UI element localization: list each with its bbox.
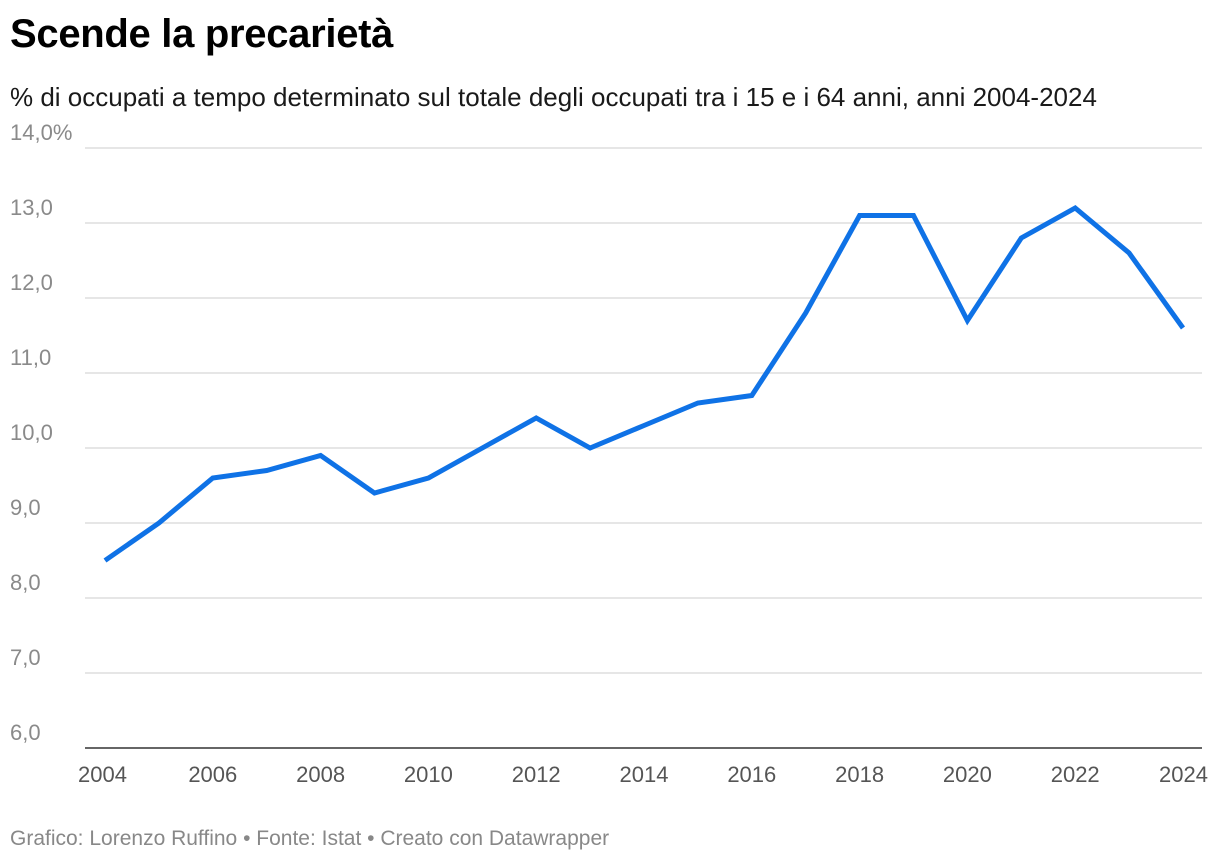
x-tick-label: 2014 (620, 762, 669, 787)
x-tick-label: 2004 (78, 762, 127, 787)
x-tick-label: 2018 (835, 762, 884, 787)
y-tick-label: 13,0 (10, 195, 53, 220)
y-axis-ticks: 6,0 7,0 8,0 9,0 10,0 11,0 12,0 13,0 14,0% (10, 120, 72, 745)
y-tick-label: 10,0 (10, 420, 53, 445)
x-axis-ticks: 2004 2006 2008 2010 2012 2014 2016 2018 2020 2022… (78, 762, 1208, 787)
series-group (103, 204, 1186, 563)
chart-footer: Grafico: Lorenzo Ruffino • Fonte: Istat … (10, 827, 610, 850)
y-tick-label: 12,0 (10, 270, 53, 295)
chart-title: Scende la precarietà (10, 12, 394, 56)
x-tick-label: 2008 (296, 762, 345, 787)
y-tick-label: 6,0 (10, 720, 41, 745)
y-tick-label: 9,0 (10, 495, 41, 520)
series-line (103, 204, 1186, 563)
y-tick-label: 14,0% (10, 120, 72, 145)
x-tick-label: 2012 (512, 762, 561, 787)
y-tick-label: 8,0 (10, 570, 41, 595)
x-tick-label: 2006 (188, 762, 237, 787)
x-tick-label: 2022 (1051, 762, 1100, 787)
x-tick-label: 2020 (943, 762, 992, 787)
chart-subtitle: % di occupati a tempo determinato sul to… (10, 82, 1097, 112)
x-tick-label: 2016 (727, 762, 776, 787)
x-tick-label: 2024 (1159, 762, 1208, 787)
y-tick-label: 11,0 (10, 345, 51, 370)
gridlines (85, 147, 1202, 749)
y-tick-label: 7,0 (10, 645, 41, 670)
x-tick-label: 2010 (404, 762, 453, 787)
